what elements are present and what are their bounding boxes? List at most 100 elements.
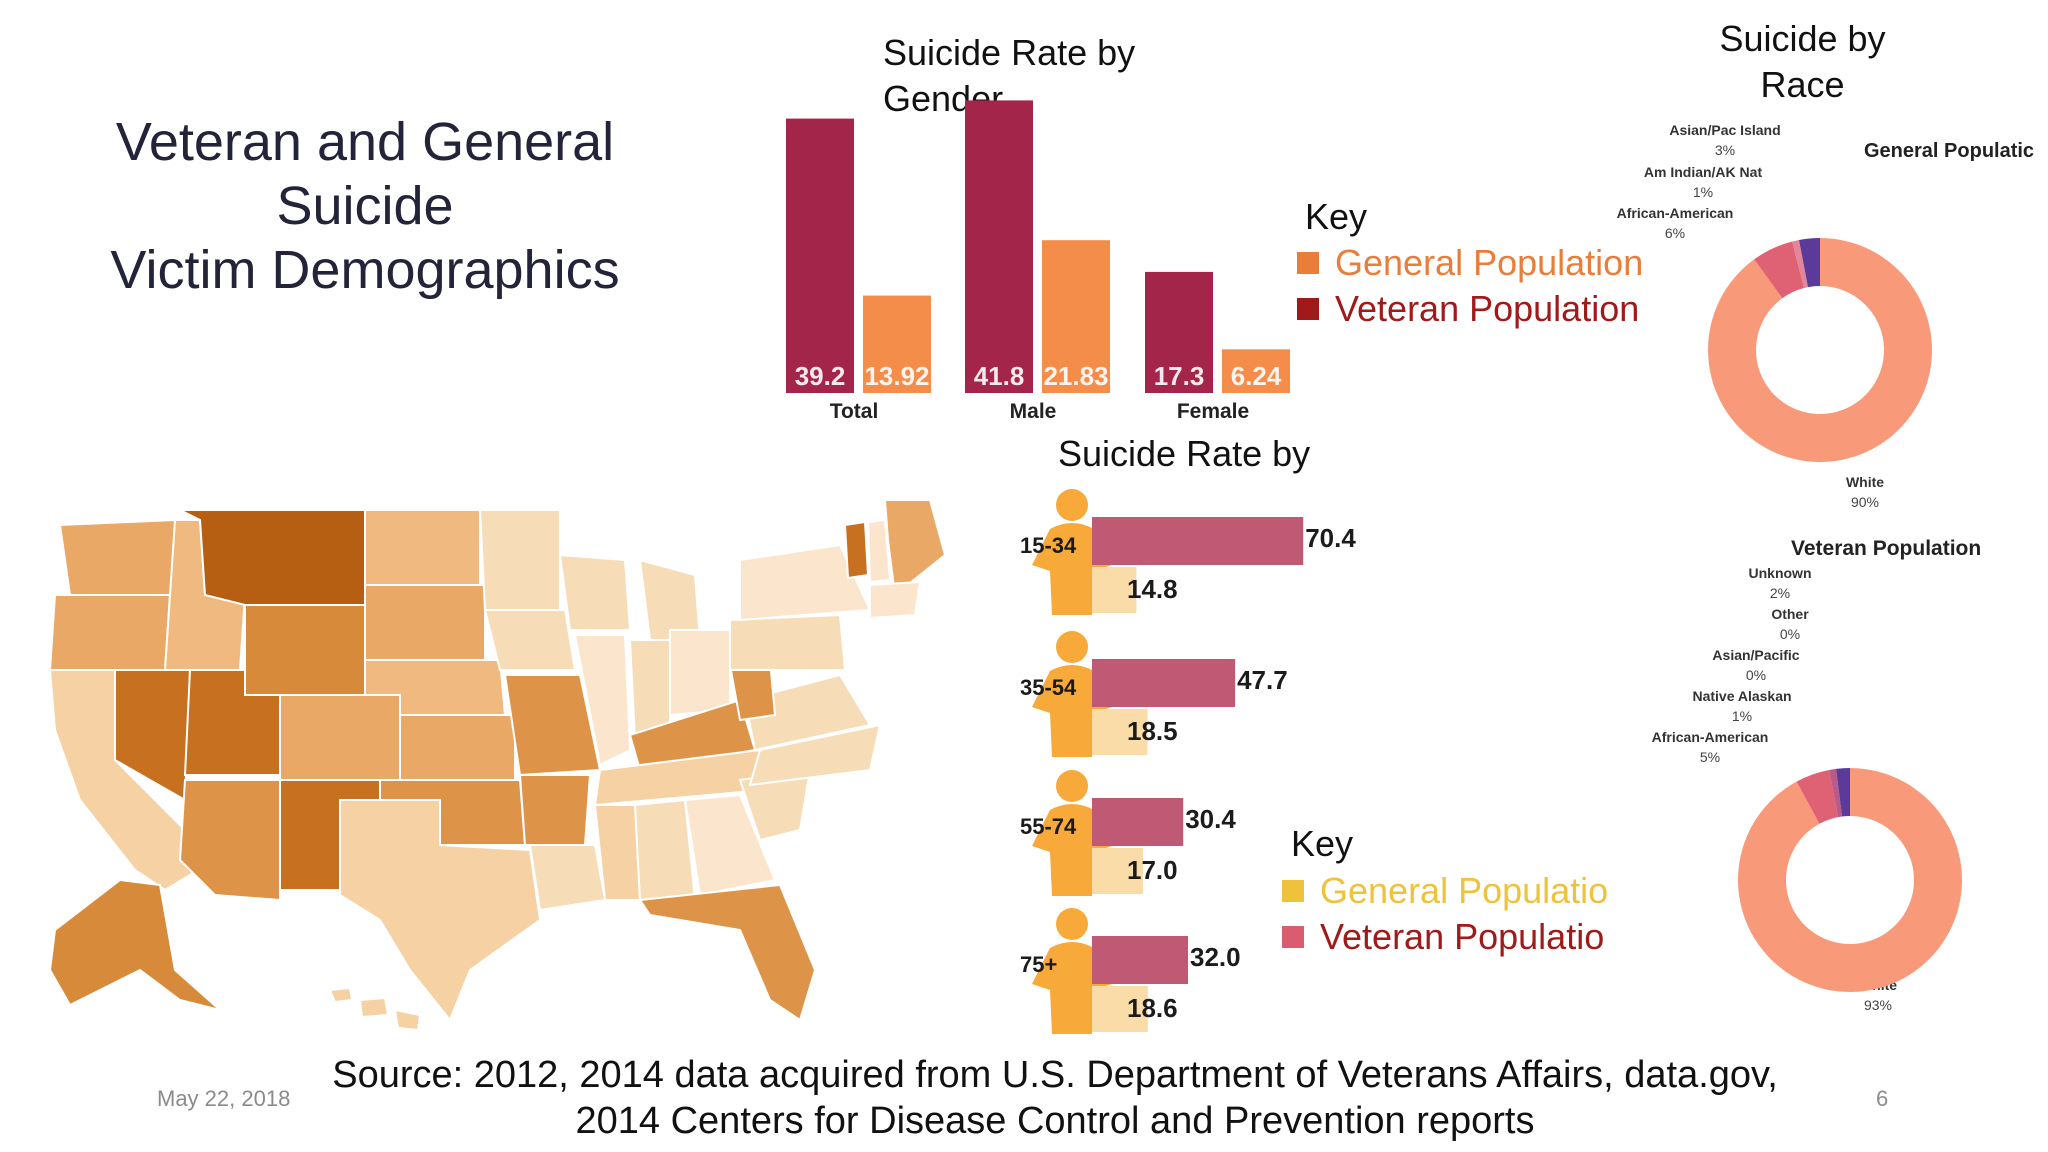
veteran-value-label: 70.4: [1305, 523, 1356, 553]
source-citation: Source: 2012, 2014 data acquired from U.…: [250, 1052, 1860, 1144]
us-map: [48, 500, 947, 1032]
map-region-georgia: [683, 793, 777, 897]
map-region-montana: [179, 509, 366, 606]
age-key-veteran: Veteran Populatio: [1282, 916, 1604, 958]
bar-total-general: [863, 295, 931, 393]
map-region-colorado: [279, 694, 401, 781]
map-region-iowa: [483, 609, 577, 671]
label-pct: 90%: [1850, 494, 1880, 510]
gender-key-general-label: General Population: [1335, 242, 1644, 283]
map-region-michigan: [638, 558, 702, 641]
bar-general-55-74: [1092, 848, 1143, 894]
age-category-label: 15-34: [1020, 533, 1077, 558]
legend-swatch-general: [1297, 252, 1319, 274]
bar-veteran-55-74: [1092, 798, 1184, 846]
legend-swatch-veteran: [1282, 926, 1304, 948]
age-category-label: 55-74: [1020, 814, 1077, 839]
gender-key-veteran: Veteran Population: [1297, 288, 1639, 330]
map-region-washington: [58, 518, 176, 596]
veteran-race-label-asian: Asian/Pacific 0%: [1696, 645, 1816, 685]
label-name: Asian/Pac Island: [1669, 122, 1781, 138]
slide-title-line-2: Suicide: [276, 176, 454, 236]
general-race-label-am-indian: Am Indian/AK Nat 1%: [1638, 162, 1768, 202]
map-region-texas: [339, 799, 542, 1022]
label-pct: 93%: [1863, 997, 1893, 1013]
map-region-alabama: [633, 798, 697, 901]
label-pct: 1%: [1731, 708, 1753, 724]
gender-key-title: Key: [1305, 196, 1368, 237]
general-race-heading: General Populatic: [1864, 140, 2035, 162]
veteran-race-label-unknown: Unknown 2%: [1720, 563, 1840, 603]
map-region-south-dakota: [364, 584, 486, 661]
map-region-hawaii: [328, 986, 422, 1032]
map-region-wyoming: [244, 604, 366, 696]
map-region-pennsylvania: [729, 613, 847, 671]
general-race-donut: [1708, 238, 1932, 462]
label-name: African-American: [1616, 205, 1734, 221]
label-name: Native Alaskan: [1692, 688, 1792, 704]
age-category-label: 35-54: [1020, 675, 1077, 700]
veteran-value-label: 47.7: [1237, 665, 1288, 695]
bar-value-label: 6.24: [1231, 361, 1282, 391]
label-pct: 0%: [1745, 667, 1767, 683]
map-region-vermont: [843, 520, 870, 580]
label-name: White: [1845, 474, 1885, 490]
donut-slice-unknown: [1836, 768, 1850, 817]
slide-title-line-1: Veteran and General: [115, 112, 615, 172]
label-pct: 1%: [1692, 184, 1714, 200]
general-race-label-asian: Asian/Pac Island 3%: [1660, 120, 1790, 160]
bar-female-veteran: [1145, 271, 1213, 393]
bar-veteran-35-54: [1092, 659, 1236, 707]
label-name: Unknown: [1748, 565, 1812, 581]
gender-bar-chart: 39.2 13.92 Total 41.8 21.83 Male 17.3 6.24 Femal…: [786, 100, 1290, 423]
veteran-race-label-other: Other 0%: [1730, 604, 1850, 644]
label-name: Am Indian/AK Nat: [1643, 164, 1763, 180]
slide-page-number: 6: [1876, 1086, 1889, 1111]
donut-slice-asian-pac-island: [1799, 238, 1820, 288]
veteran-race-heading: Veteran Population: [1791, 537, 1982, 560]
race-chart-title-line-1: Suicide by: [1719, 18, 1886, 59]
bar-value-label: 39.2: [795, 361, 846, 391]
label-pct: 2%: [1769, 585, 1791, 601]
label-pct: 0%: [1779, 626, 1801, 642]
bar-male-veteran: [965, 100, 1033, 394]
map-region-new-england-south: [869, 580, 922, 620]
map-region-virginia: [743, 673, 872, 752]
map-region-florida: [638, 883, 817, 1022]
slide-title-line-3: Victim Demographics: [110, 240, 620, 300]
general-value-label: 14.8: [1127, 574, 1178, 604]
map-region-kansas: [399, 714, 516, 781]
donut-slice-african-american: [1754, 241, 1805, 299]
age-bar-chart: 70.4 14.8 15-34 47.7 18.5 35-54 30.417.0 55-74 3…: [1020, 489, 1356, 1034]
legend-swatch-general: [1282, 880, 1304, 902]
veteran-race-label-african-american: African-American 5%: [1645, 727, 1775, 767]
bar-female-general: [1222, 349, 1290, 393]
label-pct: 5%: [1699, 749, 1721, 765]
map-region-arizona: [178, 779, 281, 902]
label-name: African-American: [1651, 729, 1769, 745]
map-region-ohio: [669, 629, 731, 717]
gender-key-general: General Population: [1297, 242, 1643, 284]
general-value-label: 18.5: [1127, 716, 1178, 746]
source-line-1: Source: 2012, 2014 data acquired from U.…: [332, 1054, 1778, 1096]
us-map-states: [48, 500, 947, 1032]
general-race-label-african-american: African-American 6%: [1610, 203, 1740, 243]
source-line-2: 2014 Centers for Disease Control and Pre…: [575, 1100, 1535, 1142]
person-head: [1056, 770, 1088, 802]
legend-swatch-veteran: [1297, 298, 1319, 320]
bar-value-label: 17.3: [1154, 361, 1205, 391]
race-chart-title-line-2: Race: [1760, 64, 1845, 105]
donut-slice-white: [1708, 238, 1932, 462]
general-race-label-white: White 90%: [1830, 472, 1900, 512]
age-key-veteran-label: Veteran Populatio: [1320, 916, 1605, 957]
map-region-louisiana: [528, 844, 607, 912]
map-region-north-carolina: [748, 723, 882, 787]
bar-value-label: 13.92: [864, 361, 929, 391]
age-chart-title: Suicide Rate by: [1058, 433, 1311, 474]
map-region-maine: [883, 500, 947, 597]
veteran-race-label-native-alaskan: Native Alaskan 1%: [1682, 686, 1802, 726]
map-region-wisconsin: [558, 553, 632, 631]
person-head: [1056, 489, 1088, 521]
slide-title: Veteran and General Suicide Victim Demog…: [70, 110, 660, 302]
donut-slice-african-american: [1796, 769, 1839, 824]
